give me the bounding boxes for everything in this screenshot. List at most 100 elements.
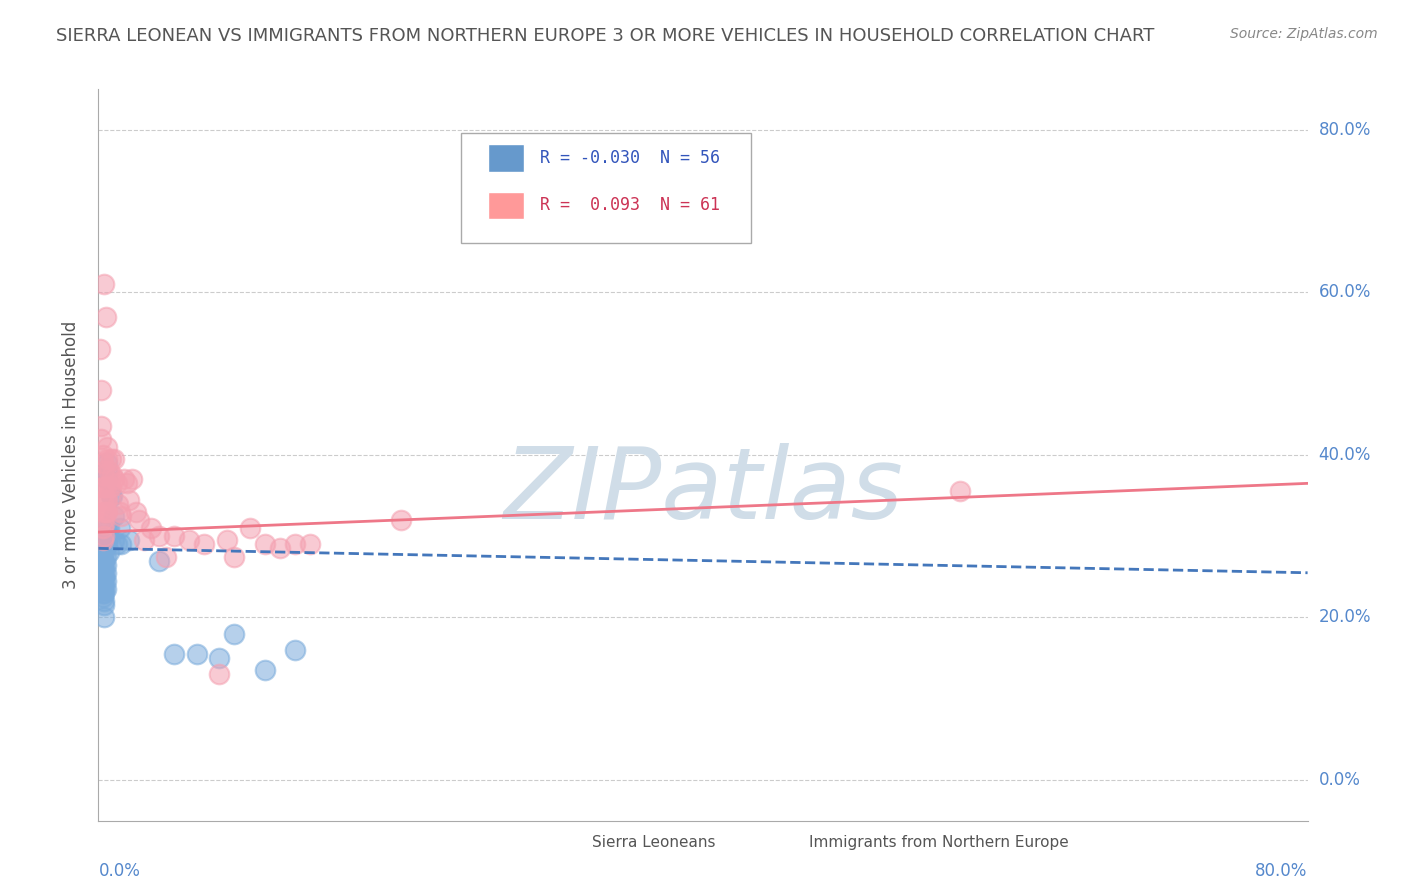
Point xyxy=(93,545,115,559)
Point xyxy=(132,533,155,548)
Point xyxy=(103,452,125,467)
Point xyxy=(94,549,117,564)
Point xyxy=(112,472,135,486)
Point xyxy=(269,541,291,556)
Point xyxy=(163,647,186,661)
Point xyxy=(91,468,114,483)
Point xyxy=(93,505,115,519)
Point xyxy=(155,549,177,564)
Point xyxy=(94,582,117,596)
Point xyxy=(208,667,231,681)
Point xyxy=(90,558,112,572)
Point xyxy=(96,529,118,543)
Point xyxy=(299,537,322,551)
Point xyxy=(93,599,115,613)
Point xyxy=(284,643,307,657)
Text: 60.0%: 60.0% xyxy=(1319,284,1371,301)
Text: 0.0%: 0.0% xyxy=(98,863,141,880)
Point xyxy=(89,343,111,357)
Point xyxy=(148,553,170,567)
Point xyxy=(96,452,118,467)
Point xyxy=(90,432,112,446)
Point xyxy=(253,537,276,551)
Point xyxy=(93,594,115,608)
Point xyxy=(118,492,141,507)
Text: Source: ZipAtlas.com: Source: ZipAtlas.com xyxy=(1230,27,1378,41)
Point xyxy=(91,566,114,580)
Point xyxy=(98,521,121,535)
Point xyxy=(93,464,115,478)
Point xyxy=(100,480,122,494)
Point xyxy=(91,574,114,588)
Point xyxy=(96,521,118,535)
Point xyxy=(91,578,114,592)
Point xyxy=(94,310,117,324)
Point xyxy=(91,521,114,535)
Point xyxy=(103,533,125,548)
Point xyxy=(110,537,132,551)
Point xyxy=(253,663,276,677)
Point xyxy=(94,480,117,494)
Point xyxy=(91,533,114,548)
Point xyxy=(101,468,124,483)
Text: 80.0%: 80.0% xyxy=(1319,120,1371,139)
Point xyxy=(98,480,121,494)
FancyBboxPatch shape xyxy=(488,192,524,219)
Point xyxy=(89,553,111,567)
Point xyxy=(93,574,115,588)
Point xyxy=(98,464,121,478)
Point xyxy=(96,464,118,478)
Point xyxy=(141,521,163,535)
FancyBboxPatch shape xyxy=(776,831,803,854)
Point xyxy=(91,582,114,596)
Point xyxy=(93,558,115,572)
Point xyxy=(193,537,215,551)
Point xyxy=(91,590,114,604)
Point xyxy=(100,489,122,503)
Point xyxy=(91,562,114,576)
Point xyxy=(93,610,115,624)
Point xyxy=(93,553,115,567)
Text: SIERRA LEONEAN VS IMMIGRANTS FROM NORTHERN EUROPE 3 OR MORE VEHICLES IN HOUSEHOL: SIERRA LEONEAN VS IMMIGRANTS FROM NORTHE… xyxy=(56,27,1154,45)
Point xyxy=(94,558,117,572)
Point xyxy=(91,553,114,567)
Point xyxy=(96,456,118,470)
Point xyxy=(94,505,117,519)
FancyBboxPatch shape xyxy=(488,144,524,172)
Point xyxy=(93,570,115,584)
Point xyxy=(94,574,117,588)
Point xyxy=(125,505,148,519)
Point xyxy=(115,476,138,491)
Point xyxy=(118,533,141,548)
Point xyxy=(148,529,170,543)
Text: 80.0%: 80.0% xyxy=(1256,863,1308,880)
Point xyxy=(93,492,115,507)
Point xyxy=(96,537,118,551)
Point xyxy=(179,533,201,548)
Point xyxy=(91,448,114,462)
Point xyxy=(94,492,117,507)
Text: ZIPatlas: ZIPatlas xyxy=(503,443,903,540)
Text: 40.0%: 40.0% xyxy=(1319,446,1371,464)
Point xyxy=(105,537,128,551)
Point xyxy=(93,277,115,292)
Point xyxy=(105,476,128,491)
Point xyxy=(96,472,118,486)
Point xyxy=(91,513,114,527)
Point xyxy=(949,484,972,499)
Point xyxy=(93,541,115,556)
Point xyxy=(93,566,115,580)
Point xyxy=(90,383,112,397)
Text: 0.0%: 0.0% xyxy=(1319,771,1361,789)
Point xyxy=(108,505,131,519)
Point xyxy=(239,521,262,535)
Point xyxy=(90,545,112,559)
Point xyxy=(96,505,118,519)
Point xyxy=(93,480,115,494)
Point xyxy=(128,513,150,527)
Point xyxy=(96,492,118,507)
Point xyxy=(91,537,114,551)
Point xyxy=(284,537,307,551)
Point xyxy=(90,419,112,434)
Point xyxy=(108,521,131,535)
